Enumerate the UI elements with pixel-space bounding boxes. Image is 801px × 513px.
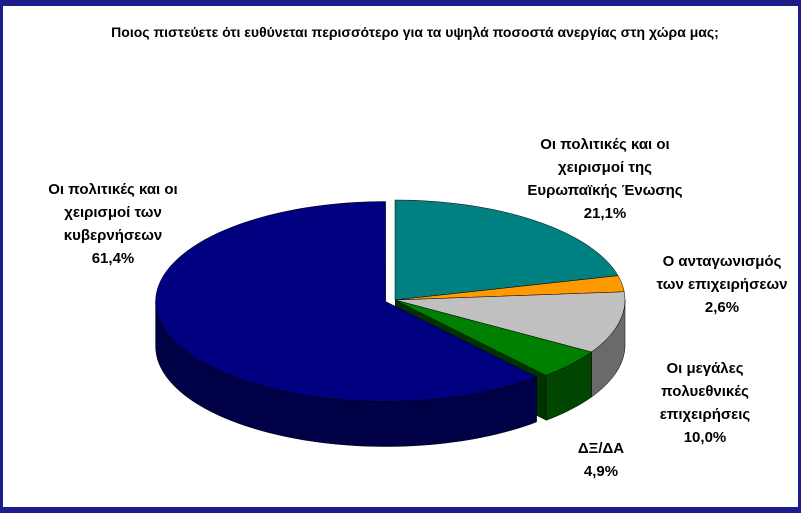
data-label: Οι πολιτικές και οι χειρισμοί της Ευρωπα… xyxy=(523,133,688,225)
chart-title: Ποιος πιστεύετε ότι ευθύνεται περισσότερ… xyxy=(111,24,719,40)
value-label: 4,9% xyxy=(583,463,619,480)
category-label: Οι πολιτικές και οι χειρισμοί της Ευρωπα… xyxy=(527,136,683,199)
category-label: Ο ανταγωνισμός των επιχειρήσεων xyxy=(656,253,788,293)
category-label: Οι μεγάλες πολυεθνικές επιχειρήσεις xyxy=(659,360,751,423)
value-label: 61,4% xyxy=(91,250,135,267)
slice xyxy=(394,275,625,301)
slice xyxy=(394,291,626,353)
category-label: Οι πολιτικές και οι χειρισμοί των κυβερν… xyxy=(48,181,178,244)
category-label: ΔΞ/ΔΑ xyxy=(577,440,625,457)
slice xyxy=(394,199,619,301)
data-label: Οι μεγάλες πολυεθνικές επιχειρήσεις 10,0% xyxy=(645,357,765,449)
value-label: 21,1% xyxy=(583,205,627,222)
data-label: Οι πολιτικές και οι χειρισμοί των κυβερν… xyxy=(31,178,196,270)
slice xyxy=(155,201,538,402)
slice xyxy=(394,299,593,376)
value-label: 10,0% xyxy=(683,429,727,446)
data-label: Ο ανταγωνισμός των επιχειρήσεων 2,6% xyxy=(647,250,797,319)
data-label: ΔΞ/ΔΑ 4,9% xyxy=(551,437,651,483)
value-label: 2,6% xyxy=(704,299,740,316)
